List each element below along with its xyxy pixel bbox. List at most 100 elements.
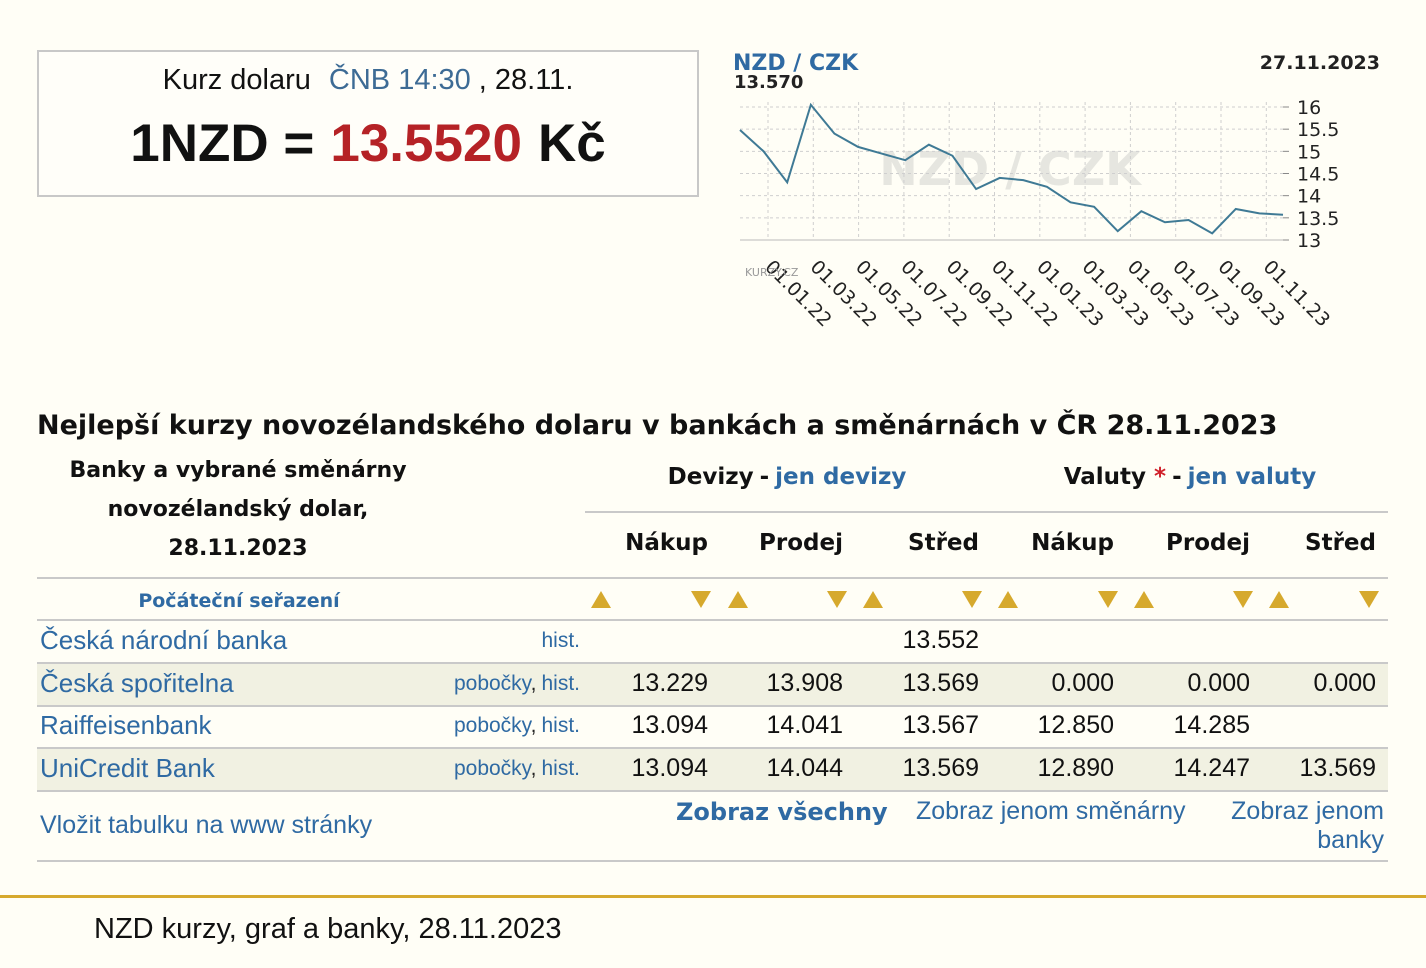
rate-box xyxy=(37,50,699,197)
divider xyxy=(585,511,1388,513)
rate-cell: 13.094 xyxy=(631,754,708,783)
sort-arrow[interactable] xyxy=(1134,591,1154,608)
valuty-label: Valuty xyxy=(1063,464,1147,490)
rate-cell: 12.890 xyxy=(1037,754,1114,783)
rate-cell: 13.569 xyxy=(902,754,979,783)
rate-cell: 14.247 xyxy=(1173,754,1250,783)
chart-logo: KURZY.CZ xyxy=(745,266,799,279)
show-all[interactable]: Zobraz všechny xyxy=(676,798,888,826)
y-tick-label: 15.5 xyxy=(1297,119,1339,141)
rate-value: 13.5520 xyxy=(330,114,522,173)
rate-cell: 13.567 xyxy=(902,711,979,740)
divider xyxy=(37,619,1388,621)
devizy-link[interactable]: jen devizy xyxy=(775,464,907,490)
separator: , xyxy=(530,714,537,738)
section-title: Nejlepší kurzy novozélandského dolaru v … xyxy=(37,410,1278,441)
sort-arrow[interactable] xyxy=(591,591,611,608)
bank-links: pobočky, hist. xyxy=(454,714,580,738)
bank-links: hist. xyxy=(541,629,580,653)
divider xyxy=(37,704,1388,707)
bank-link[interactable]: hist. xyxy=(541,629,580,652)
divider xyxy=(37,790,1388,793)
y-tick-label: 14.5 xyxy=(1297,164,1339,186)
divider xyxy=(37,860,1388,862)
chart-title: NZD / CZK xyxy=(733,51,859,76)
dash: - xyxy=(759,464,770,490)
rate-label: Kurz dolaru xyxy=(162,64,311,96)
row-bg xyxy=(37,749,1388,791)
sort-arrow[interactable] xyxy=(863,591,883,608)
rate-line: Kurz dolaru ČNB 14:30, 28.11. xyxy=(37,64,699,97)
source-link[interactable]: ČNB 14:30 xyxy=(328,64,471,96)
rate-main: 1NZD = 13.5520 Kč xyxy=(37,113,699,174)
left-header: novozélandský dolar, xyxy=(107,497,369,522)
sort-arrow[interactable] xyxy=(728,591,748,608)
rate-cell: 13.229 xyxy=(631,668,708,697)
y-tick-label: 15 xyxy=(1297,141,1321,163)
column-header: Střed xyxy=(1305,530,1376,556)
dash: - xyxy=(1172,464,1182,490)
sort-arrow[interactable] xyxy=(962,591,982,608)
rate-cell: 0.000 xyxy=(1313,668,1376,697)
rate-cell: 14.044 xyxy=(766,754,843,783)
y-tick-label: 13.5 xyxy=(1297,208,1339,230)
show-banks[interactable]: Zobraz jenom banky xyxy=(1231,797,1384,854)
bank-link[interactable]: pobočky xyxy=(453,757,531,781)
y-tick-label: 14 xyxy=(1297,186,1321,208)
rate-currency: Kč xyxy=(537,114,606,173)
bank-link[interactable]: hist. xyxy=(541,757,580,781)
rate-cell: 14.041 xyxy=(766,711,843,740)
sort-label[interactable]: Počáteční seřazení xyxy=(138,590,340,612)
bank-link[interactable]: hist. xyxy=(541,714,580,738)
column-header: Nákup xyxy=(1031,530,1114,556)
series-line xyxy=(739,102,1284,235)
rate-cell: 13.094 xyxy=(631,711,708,740)
bank-name[interactable]: Raiffeisenbank xyxy=(40,710,212,741)
y-tick-label: 13 xyxy=(1297,230,1321,252)
rate-cell: 0.000 xyxy=(1051,668,1114,697)
bank-link[interactable]: pobočky xyxy=(453,714,531,738)
footer-text: NZD kurzy, graf a banky, 28.11.2023 xyxy=(94,913,562,945)
column-header: Nákup xyxy=(625,530,708,556)
rate-cell: 0.000 xyxy=(1187,668,1250,697)
column-header: Prodej xyxy=(1166,530,1250,556)
divider xyxy=(37,662,1388,664)
chart-date: 27.11.2023 xyxy=(1260,52,1380,74)
bank-link[interactable]: hist. xyxy=(541,671,580,695)
bank-name[interactable]: UniCredit Bank xyxy=(40,753,215,784)
sort-arrow[interactable] xyxy=(998,591,1018,608)
valuty-link[interactable]: jen valuty xyxy=(1187,464,1317,490)
sort-arrow[interactable] xyxy=(1233,591,1253,608)
rate-cell: 12.850 xyxy=(1037,711,1114,740)
sort-arrow[interactable] xyxy=(1098,591,1118,608)
bank-name[interactable]: Česká spořitelna xyxy=(40,667,234,698)
bank-links: pobočky, hist. xyxy=(454,672,580,696)
sort-arrow[interactable] xyxy=(1359,591,1379,608)
rate-cell: 14.285 xyxy=(1173,711,1250,740)
separator: , xyxy=(530,671,537,695)
chart: NZD / CZK1615.51514.51413.51301.01.2201.… xyxy=(733,51,1380,331)
bank-name[interactable]: Česká národní banka xyxy=(40,625,288,655)
rate-cell: 13.908 xyxy=(766,668,843,697)
sort-arrow[interactable] xyxy=(691,591,711,608)
rate-date: , 28.11. xyxy=(478,64,574,96)
embed-link[interactable]: Vložit tabulku na www stránky xyxy=(40,811,373,839)
rate-cell: 13.552 xyxy=(902,626,979,654)
bank-links: pobočky, hist. xyxy=(454,757,580,781)
bank-link[interactable]: pobočky xyxy=(453,671,531,695)
valuty-header: Valuty * - jen valuty xyxy=(1000,464,1380,490)
left-header: Banky a vybrané směnárny xyxy=(69,458,407,483)
sort-arrow[interactable] xyxy=(1269,591,1289,608)
show-exchanges[interactable]: Zobraz jenom směnárny xyxy=(916,797,1186,825)
sort-arrow[interactable] xyxy=(827,591,847,608)
column-header: Prodej xyxy=(759,530,843,556)
chart-watermark: NZD / CZK xyxy=(879,142,1143,196)
rate-cell: 13.569 xyxy=(902,668,979,697)
chart-last-value: 13.570 xyxy=(734,72,803,93)
separator: , xyxy=(530,757,537,781)
footer-rule xyxy=(0,895,1426,898)
left-header: 28.11.2023 xyxy=(168,536,308,561)
star: * xyxy=(1154,464,1167,490)
y-tick-label: 16 xyxy=(1297,97,1321,119)
